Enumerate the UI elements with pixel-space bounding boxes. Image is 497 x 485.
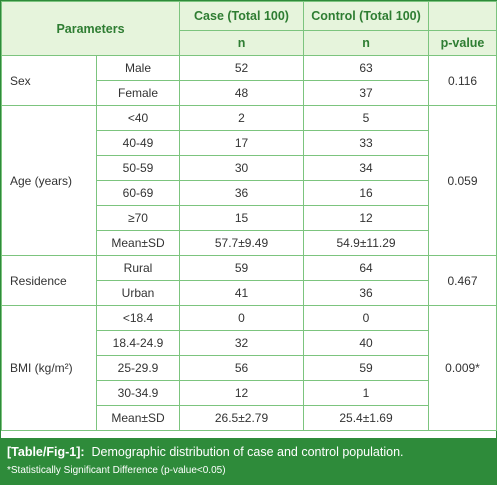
case-value: 52 — [179, 55, 305, 81]
header-blank — [428, 1, 497, 31]
sub-label: Male — [95, 55, 181, 81]
sub-label: <40 — [95, 105, 181, 131]
case-value: 15 — [179, 205, 305, 231]
pvalue-bmi: 0.009* — [428, 305, 497, 431]
case-value: 2 — [179, 105, 305, 131]
pvalue-age: 0.059 — [428, 105, 497, 256]
header-pvalue: p-value — [428, 30, 497, 56]
control-value: 33 — [303, 130, 430, 156]
pvalue-sex: 0.116 — [428, 55, 497, 106]
sub-label: Female — [95, 80, 181, 106]
header-n-case: n — [179, 30, 305, 56]
sub-label: ≥70 — [95, 205, 181, 231]
caption-label: [Table/Fig-1]: — [7, 445, 85, 459]
case-value: 32 — [179, 330, 305, 356]
group-label-age: Age (years) — [1, 105, 97, 256]
group-label-bmi: BMI (kg/m²) — [1, 305, 97, 431]
caption-bar: [Table/Fig-1]: Demographic distribution … — [1, 438, 496, 484]
sub-label: Urban — [95, 280, 181, 306]
header-row-1: Parameters Case (Total 100) Control (Tot… — [0, 1, 497, 56]
case-value: 48 — [179, 80, 305, 106]
case-value: 41 — [179, 280, 305, 306]
case-value: 57.7±9.49 — [179, 230, 305, 256]
control-value: 64 — [303, 255, 430, 281]
caption-line: [Table/Fig-1]: Demographic distribution … — [7, 445, 404, 459]
control-value: 0 — [303, 305, 430, 331]
control-value: 37 — [303, 80, 430, 106]
case-value: 36 — [179, 180, 305, 206]
sub-label: 30-34.9 — [95, 380, 181, 406]
control-value: 12 — [303, 205, 430, 231]
sub-label: 50-59 — [95, 155, 181, 181]
sub-label: 60-69 — [95, 180, 181, 206]
table-row: 60-69 36 16 — [2, 180, 497, 206]
case-value: 56 — [179, 355, 305, 381]
control-value: 34 — [303, 155, 430, 181]
table-row: Mean±SD 26.5±2.79 25.4±1.69 — [2, 405, 497, 431]
group-label-sex: Sex — [1, 55, 97, 106]
demographics-table: Parameters Case (Total 100) Control (Tot… — [0, 1, 497, 431]
caption-text: Demographic distribution of case and con… — [91, 445, 404, 459]
table-row: Sex Male 52 63 0.116 — [1, 55, 497, 106]
case-value: 26.5±2.79 — [179, 405, 305, 431]
header-parameters: Parameters — [0, 1, 181, 56]
table-row: 50-59 30 34 — [2, 155, 497, 181]
table-row: Female 48 37 — [2, 80, 497, 106]
control-value: 36 — [303, 280, 430, 306]
case-value: 59 — [179, 255, 305, 281]
table-row: 40-49 17 33 — [2, 130, 497, 156]
sub-label: Mean±SD — [95, 230, 181, 256]
table-row: BMI (kg/m²) <18.4 0 0 0.009* — [1, 305, 497, 431]
table-row: Urban 41 36 — [2, 280, 497, 306]
caption-footnote: *Statistically Significant Difference (p… — [7, 465, 226, 476]
header-case: Case (Total 100) — [179, 1, 305, 31]
control-value: 59 — [303, 355, 430, 381]
case-value: 0 — [179, 305, 305, 331]
header-row-2: n n p-value — [2, 30, 497, 56]
control-value: 16 — [303, 180, 430, 206]
control-value: 5 — [303, 105, 430, 131]
group-label-residence: Residence — [1, 255, 97, 306]
control-value: 25.4±1.69 — [303, 405, 430, 431]
sub-label: <18.4 — [95, 305, 181, 331]
case-value: 17 — [179, 130, 305, 156]
sub-label: Rural — [95, 255, 181, 281]
header-n-control: n — [303, 30, 430, 56]
table-row: Mean±SD 57.7±9.49 54.9±11.29 — [2, 230, 497, 256]
sub-label: 25-29.9 — [95, 355, 181, 381]
case-value: 30 — [179, 155, 305, 181]
table-row: Age (years) <40 2 5 0.059 — [1, 105, 497, 256]
control-value: 40 — [303, 330, 430, 356]
control-value: 63 — [303, 55, 430, 81]
header-control: Control (Total 100) — [303, 1, 430, 31]
sub-label: 18.4-24.9 — [95, 330, 181, 356]
sub-label: 40-49 — [95, 130, 181, 156]
sub-label: Mean±SD — [95, 405, 181, 431]
case-value: 12 — [179, 380, 305, 406]
table-row: 30-34.9 12 1 — [2, 380, 497, 406]
table-row: Residence Rural 59 64 0.467 — [1, 255, 497, 306]
control-value: 54.9±11.29 — [303, 230, 430, 256]
control-value: 1 — [303, 380, 430, 406]
pvalue-residence: 0.467 — [428, 255, 497, 306]
